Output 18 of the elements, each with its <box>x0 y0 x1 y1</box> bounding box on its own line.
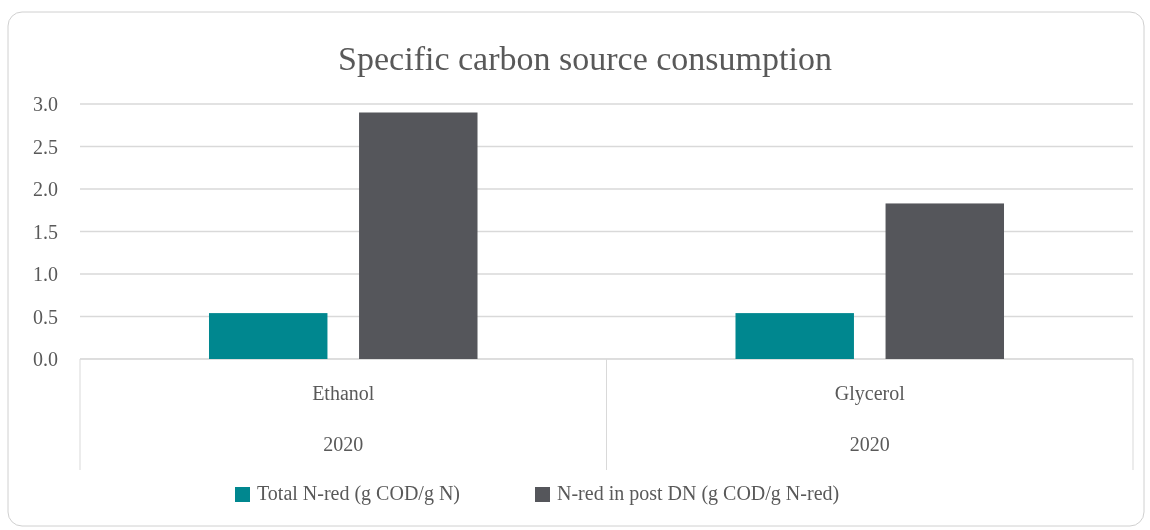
x-tick-label: Ethanol <box>312 382 375 404</box>
y-tick-label: 3.0 <box>33 93 58 115</box>
y-tick-label: 2.0 <box>33 178 58 200</box>
y-tick-label: 1.5 <box>33 220 58 243</box>
bar <box>735 313 854 359</box>
y-tick-label: 0.5 <box>33 305 58 328</box>
chart-title: Specific carbon source consumption <box>338 40 832 77</box>
bar <box>885 203 1005 359</box>
text: 2020 <box>849 433 890 455</box>
y-tick-label: 2.5 <box>33 135 58 158</box>
x-tick-label: Glycerol <box>834 382 906 405</box>
y-tick-label: 0.0 <box>33 348 58 370</box>
bar <box>208 313 328 359</box>
bar <box>359 112 478 359</box>
legend-label: N-red in post DN (g COD/g N-red) <box>557 482 840 505</box>
text: 2020 <box>323 433 364 455</box>
y-tick-label: 1.0 <box>33 263 58 285</box>
legend-label: Total N-red (g COD/g N) <box>257 482 460 505</box>
